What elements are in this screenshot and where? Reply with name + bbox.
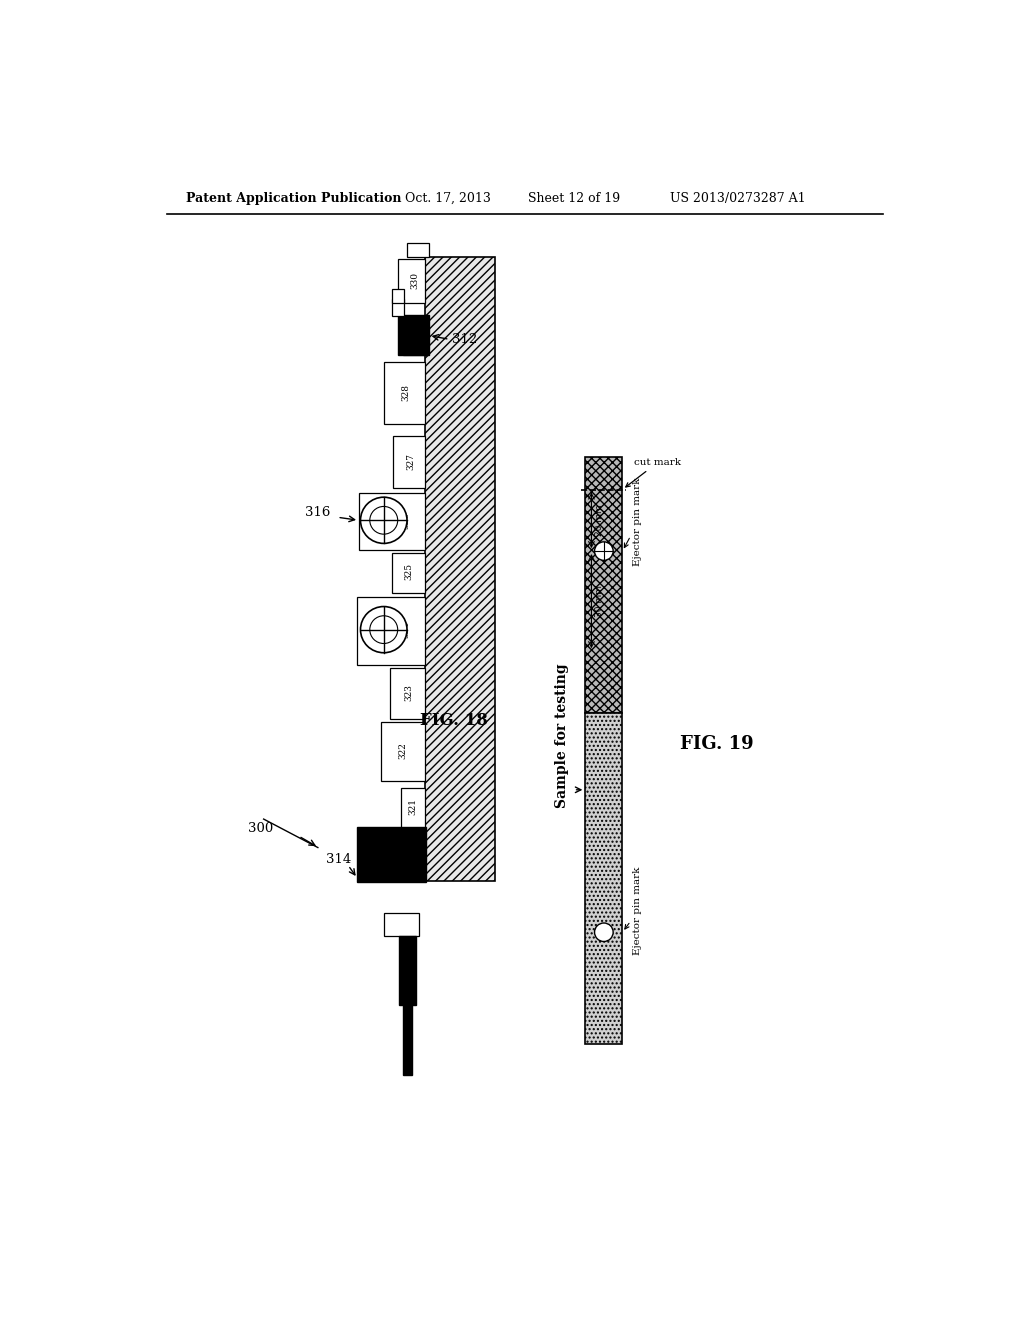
- Text: FIG. 18: FIG. 18: [420, 711, 487, 729]
- Text: 321: 321: [408, 799, 417, 816]
- Text: 327: 327: [407, 453, 416, 470]
- Circle shape: [370, 507, 397, 535]
- Text: 325: 325: [404, 564, 414, 581]
- Circle shape: [360, 498, 407, 544]
- Text: 326: 326: [401, 512, 410, 529]
- Text: Ejector pin mark: Ejector pin mark: [625, 867, 642, 956]
- Text: Patent Application Publication: Patent Application Publication: [186, 191, 401, 205]
- Text: 314: 314: [326, 853, 351, 866]
- Text: Sheet 12 of 19: Sheet 12 of 19: [528, 191, 620, 205]
- Bar: [381, 722, 425, 780]
- Text: 324: 324: [401, 622, 410, 638]
- Text: 329: 329: [411, 326, 419, 342]
- Bar: [397, 259, 425, 304]
- Bar: [403, 1006, 413, 1074]
- Bar: [384, 363, 425, 424]
- Text: 30 mm: 30 mm: [595, 585, 603, 616]
- Text: 322: 322: [398, 742, 408, 759]
- Bar: [391, 553, 425, 594]
- Text: 330: 330: [411, 272, 419, 289]
- Circle shape: [595, 543, 613, 561]
- Bar: [399, 936, 417, 1006]
- Text: FIG. 19: FIG. 19: [680, 735, 754, 752]
- Bar: [357, 826, 426, 882]
- Text: cut mark: cut mark: [626, 458, 681, 487]
- Bar: [397, 314, 429, 355]
- Text: Sample for testing: Sample for testing: [555, 664, 569, 808]
- Bar: [357, 597, 425, 665]
- Bar: [391, 289, 403, 304]
- Bar: [586, 713, 623, 1044]
- Bar: [359, 494, 425, 549]
- Text: 328: 328: [401, 384, 410, 401]
- Text: Ejector pin mark: Ejector pin mark: [625, 478, 642, 566]
- Text: 300: 300: [248, 822, 273, 834]
- Bar: [400, 788, 425, 829]
- Bar: [393, 436, 425, 488]
- Text: US 2013/0273287 A1: US 2013/0273287 A1: [671, 191, 806, 205]
- Bar: [425, 257, 495, 880]
- Bar: [384, 913, 419, 936]
- Circle shape: [360, 607, 407, 653]
- Bar: [586, 457, 623, 713]
- Circle shape: [595, 923, 613, 941]
- Text: Oct. 17, 2013: Oct. 17, 2013: [406, 191, 492, 205]
- Text: 312: 312: [452, 333, 477, 346]
- Bar: [403, 317, 425, 355]
- Bar: [407, 243, 429, 257]
- Bar: [391, 300, 403, 317]
- Circle shape: [370, 615, 397, 644]
- Bar: [390, 668, 425, 719]
- Text: 323: 323: [404, 684, 413, 701]
- Text: 20 mm: 20 mm: [595, 504, 603, 536]
- Text: 316: 316: [305, 506, 330, 519]
